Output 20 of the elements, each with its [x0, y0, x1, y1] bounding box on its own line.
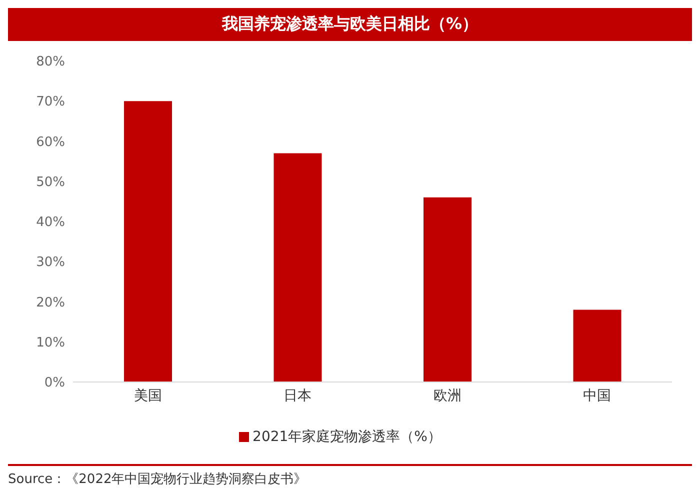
y-tick-label: 50%: [36, 174, 65, 190]
bar: [424, 197, 472, 382]
bar: [573, 310, 622, 382]
y-tick-label: 70%: [36, 94, 65, 110]
x-tick-label: 美国: [134, 388, 162, 404]
y-tick-label: 20%: [36, 295, 65, 310]
bar: [274, 153, 322, 382]
y-tick-label: 10%: [36, 335, 65, 350]
x-tick-label: 欧洲: [433, 388, 462, 404]
x-tick-label: 中国: [583, 388, 612, 404]
y-tick-label: 60%: [36, 134, 65, 150]
y-tick-label: 0%: [44, 376, 65, 391]
bar: [124, 101, 172, 382]
y-tick-label: 80%: [36, 54, 65, 70]
chart-title: 我国养宠渗透率与欧美日相比（%）: [8, 8, 692, 41]
y-tick-label: 40%: [36, 215, 65, 230]
legend-label: 2021年家庭宠物渗透率（%）: [252, 429, 442, 445]
y-tick-label: 30%: [36, 255, 65, 270]
source-note: Source：《2022年中国宠物行业趋势洞察白皮书》: [8, 471, 308, 488]
x-tick-label: 日本: [284, 388, 312, 404]
